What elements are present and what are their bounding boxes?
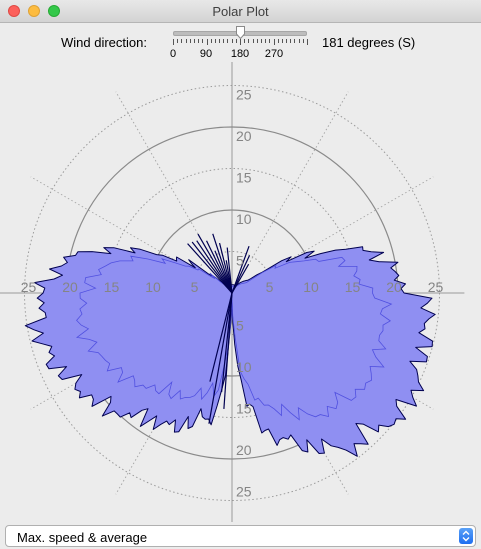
speed-spike [220,292,233,393]
polar-plot: 5 5 5 5 10 10 10 10 15 15 15 15 20 20 20 20 25 25 25 25 [0,62,465,522]
slider-tick [193,39,195,43]
slider-tick [286,39,288,43]
wind-direction-label: Wind direction: [61,35,147,50]
ring-label-25: 25 [21,279,37,295]
slider-tick [227,39,229,43]
slider-tick [202,39,204,43]
slider-tick [181,39,183,43]
slider-tick [248,39,250,43]
slider-tick [256,39,258,43]
ring-label-25: 25 [236,484,252,500]
ring-label-20: 20 [386,279,402,295]
wind-direction-value: 181 degrees (S) [322,35,416,50]
zoom-button[interactable] [48,5,60,17]
slider-tick [240,39,241,45]
close-button[interactable] [8,5,20,17]
ring-label-15: 15 [104,279,120,295]
ring-label-10: 10 [236,359,252,375]
slider-tick [177,39,179,43]
slider-tick [206,39,208,45]
ring-label-15: 15 [236,170,252,186]
slider-tick [298,39,300,43]
ring-label-5: 5 [236,318,244,334]
radial-gridline [231,176,434,294]
speed-spike [212,233,233,294]
slider-tick [189,39,191,43]
slider-tick [265,39,267,43]
ring-label-20: 20 [236,442,252,458]
slider-tick [214,39,216,43]
speed-spike [231,245,250,294]
slider-tick [294,39,296,43]
speed-spike [226,247,233,294]
speed-spike [231,255,251,294]
slider-tick [235,39,237,43]
minimize-button[interactable] [28,5,40,17]
slider-tick [260,39,262,43]
slider-tick [269,39,271,43]
ring-label-5: 5 [266,279,274,295]
speed-spike [197,233,233,294]
display-mode-select[interactable]: Max. speed & average [5,525,476,547]
slider-ticks [173,39,308,45]
ring-label-25: 25 [236,87,252,103]
speed-spike [223,292,233,409]
slider-tick [281,39,283,43]
slider-tick [198,39,200,43]
ring-label-10: 10 [145,279,161,295]
slider-tick-label-270: 270 [264,48,284,60]
slider-tick [273,39,275,45]
ring-25 [24,85,440,501]
slider-tick [223,39,225,43]
window-title: Polar Plot [212,4,269,19]
ring-label-15: 15 [345,279,361,295]
slider-tick [277,39,279,43]
speed-spike [205,240,233,294]
speed-spike [196,240,233,294]
display-mode-value: Max. speed & average [17,530,148,545]
speed-spike [187,243,233,294]
slider-tick [290,39,292,43]
ring-label-20: 20 [236,128,252,144]
speed-spike [231,263,250,294]
slider-tick [210,39,212,43]
slider-tick [185,39,187,43]
ring-label-5: 5 [191,279,199,295]
slider-tick [173,39,174,45]
speed-spike [209,292,233,382]
updown-chevron-icon[interactable] [459,528,473,544]
slider-tick-label-90: 90 [199,48,213,60]
slider-thumb-icon[interactable] [235,26,245,39]
ring-label-10: 10 [236,211,252,227]
slider-tick [252,39,254,43]
wind-direction-slider[interactable]: 0 90 180 270 [169,26,310,63]
slider-tick-label-180: 180 [230,48,250,60]
ring-label-20: 20 [62,279,78,295]
ring-label-15: 15 [236,401,252,417]
slider-tick [231,39,233,43]
speed-spike [208,292,233,424]
speed-spike [191,241,233,294]
ring-label-10: 10 [303,279,319,295]
slider-tick [219,39,221,43]
radial-gridline [231,91,349,294]
slider-tick-label-0: 0 [169,48,177,60]
title-bar: Polar Plot [0,0,481,23]
ring-label-25: 25 [428,279,444,295]
ring-label-5: 5 [236,253,244,269]
slider-tick [302,39,304,43]
slider-tick [244,39,246,43]
radial-gridline [115,91,233,294]
radial-gridline [30,176,233,294]
slider-tick [307,39,308,45]
